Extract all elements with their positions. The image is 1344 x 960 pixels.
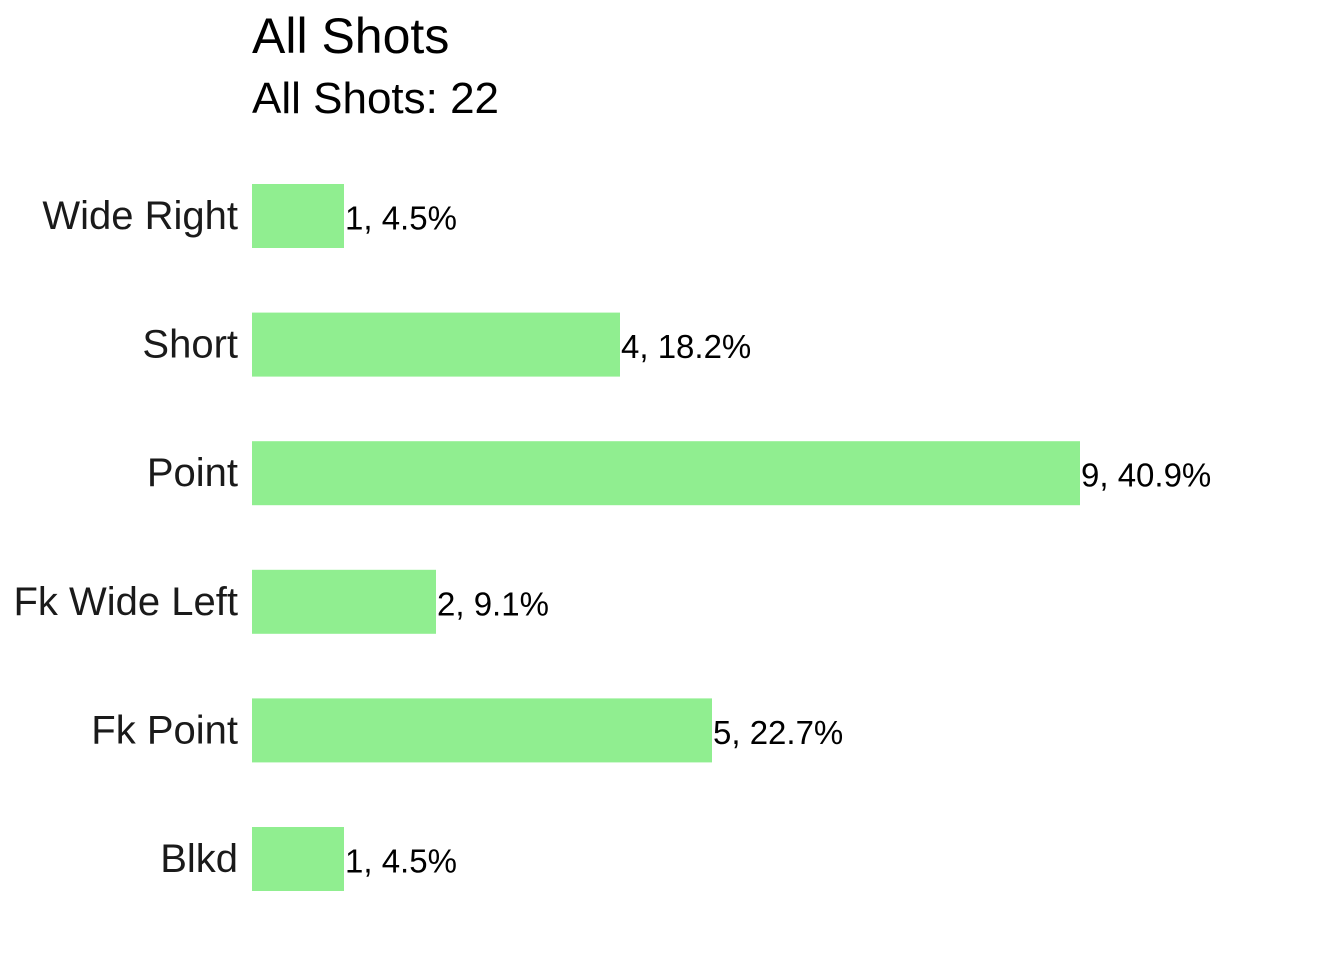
- data-label: 5, 22.7%: [713, 714, 843, 751]
- category-label: Blkd: [160, 837, 238, 881]
- data-label: 4, 18.2%: [621, 328, 751, 365]
- category-label: Fk Wide Left: [13, 580, 238, 624]
- category-label: Short: [142, 323, 238, 367]
- bar-blkd: [252, 827, 344, 891]
- data-label: 2, 9.1%: [437, 585, 549, 622]
- data-label: 1, 4.5%: [345, 200, 457, 237]
- category-label: Fk Point: [91, 708, 238, 752]
- chart-subtitle: All Shots: 22: [252, 74, 500, 123]
- bar-short: [252, 312, 620, 377]
- bar-fk-wide-left: [252, 569, 436, 634]
- bar-point: [252, 441, 1080, 506]
- category-label: Point: [147, 451, 238, 495]
- category-label: Wide Right: [42, 194, 238, 238]
- data-label: 9, 40.9%: [1081, 457, 1211, 494]
- bar-wide-right: [252, 184, 344, 248]
- chart-title: All Shots: [252, 8, 450, 64]
- data-label: 1, 4.5%: [345, 843, 457, 880]
- bar-fk-point: [252, 698, 712, 763]
